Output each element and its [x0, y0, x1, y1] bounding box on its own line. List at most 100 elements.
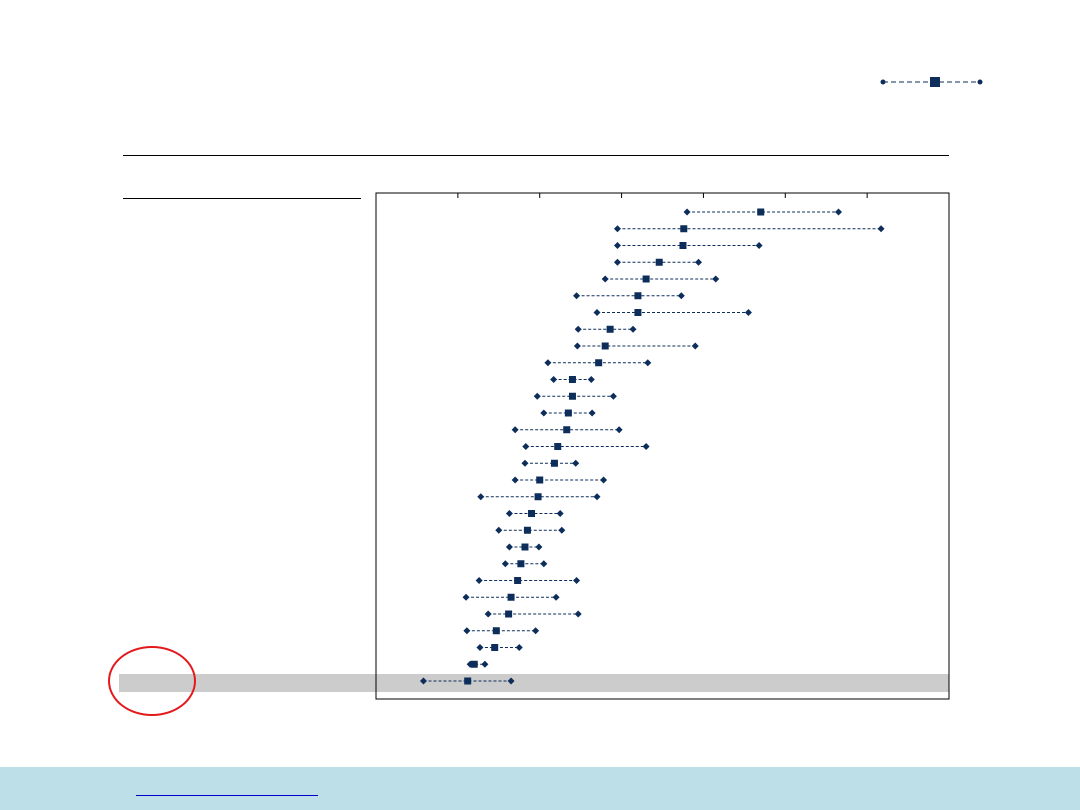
high-marker: [572, 459, 580, 467]
mid-marker: [679, 242, 687, 249]
high-marker: [642, 443, 650, 450]
range-row: [593, 309, 752, 316]
range-row: [521, 459, 580, 467]
high-marker: [755, 242, 763, 249]
mid-marker: [757, 208, 765, 216]
mid-marker: [634, 292, 642, 300]
high-marker: [481, 660, 489, 668]
legend-low-marker: [880, 79, 886, 85]
footer-link[interactable]: [136, 795, 318, 796]
range-row: [505, 510, 564, 517]
high-marker: [644, 359, 652, 367]
mid-marker: [550, 459, 558, 467]
low-marker: [477, 493, 485, 501]
low-marker: [683, 208, 691, 216]
legend-mid-marker: [930, 77, 940, 87]
x-axis-ticks: [457, 193, 868, 198]
mid-marker: [514, 577, 522, 584]
range-row: [601, 275, 720, 283]
low-marker: [613, 225, 621, 233]
low-marker: [505, 510, 513, 517]
mid-marker: [642, 275, 650, 283]
low-marker: [601, 275, 609, 283]
range-row: [511, 476, 608, 484]
range-row: [505, 543, 543, 551]
annotation-circle: [108, 646, 196, 716]
mid-marker: [523, 526, 531, 534]
high-marker: [507, 677, 515, 685]
range-row: [475, 577, 581, 584]
mid-marker: [521, 543, 529, 551]
low-marker: [484, 610, 492, 618]
low-marker: [462, 593, 470, 601]
low-marker: [476, 644, 484, 651]
mid-marker: [568, 392, 576, 400]
high-marker: [877, 225, 885, 233]
high-marker: [556, 510, 564, 517]
mid-marker: [601, 342, 609, 350]
low-marker: [544, 359, 552, 367]
high-marker: [588, 409, 596, 417]
mid-marker: [554, 443, 562, 450]
low-marker: [511, 426, 519, 434]
range-row: [613, 258, 703, 266]
mid-marker: [564, 409, 572, 417]
high-marker: [600, 476, 608, 484]
high-marker: [540, 560, 548, 568]
range-row: [540, 409, 596, 417]
mid-marker: [534, 493, 542, 501]
mid-marker: [507, 593, 515, 601]
high-marker: [573, 577, 581, 584]
range-row: [613, 225, 885, 233]
range-row: [419, 677, 515, 685]
high-marker: [615, 426, 623, 434]
range-rows: [419, 208, 885, 685]
range-row: [574, 325, 637, 333]
range-row: [484, 610, 582, 618]
low-marker: [613, 242, 621, 249]
high-marker: [552, 593, 560, 601]
high-marker: [629, 325, 637, 333]
range-row: [683, 208, 842, 216]
label-column-rule: [123, 198, 361, 199]
low-marker: [521, 459, 529, 467]
low-marker: [501, 560, 509, 568]
high-marker: [515, 644, 523, 651]
mid-marker: [680, 225, 688, 233]
low-marker: [505, 543, 513, 551]
mid-marker: [655, 258, 663, 266]
range-row: [533, 392, 617, 400]
range-row: [511, 426, 623, 434]
low-marker: [540, 409, 548, 417]
range-row: [613, 242, 763, 249]
high-marker: [677, 292, 685, 300]
low-marker: [574, 325, 582, 333]
legend: [878, 72, 986, 92]
high-marker: [712, 275, 720, 283]
high-marker: [558, 526, 566, 534]
mid-marker: [517, 560, 525, 568]
low-marker: [613, 258, 621, 266]
highlighted-row-band: [119, 674, 949, 692]
high-marker: [695, 258, 703, 266]
legend-high-marker: [977, 79, 983, 85]
mid-marker: [505, 610, 513, 618]
high-marker: [532, 627, 540, 635]
mid-marker: [563, 426, 571, 434]
footer-background: [0, 767, 1080, 810]
high-marker: [593, 493, 601, 501]
range-row: [522, 443, 650, 450]
mid-marker: [606, 325, 614, 333]
range-row: [476, 644, 523, 651]
high-marker: [574, 610, 582, 618]
low-marker: [511, 476, 519, 484]
range-row: [466, 660, 489, 668]
high-marker: [587, 376, 595, 383]
high-marker: [609, 392, 617, 400]
low-marker: [495, 526, 503, 534]
low-marker: [533, 392, 541, 400]
low-marker: [522, 443, 530, 450]
high-marker: [744, 309, 752, 316]
range-row: [477, 493, 601, 501]
